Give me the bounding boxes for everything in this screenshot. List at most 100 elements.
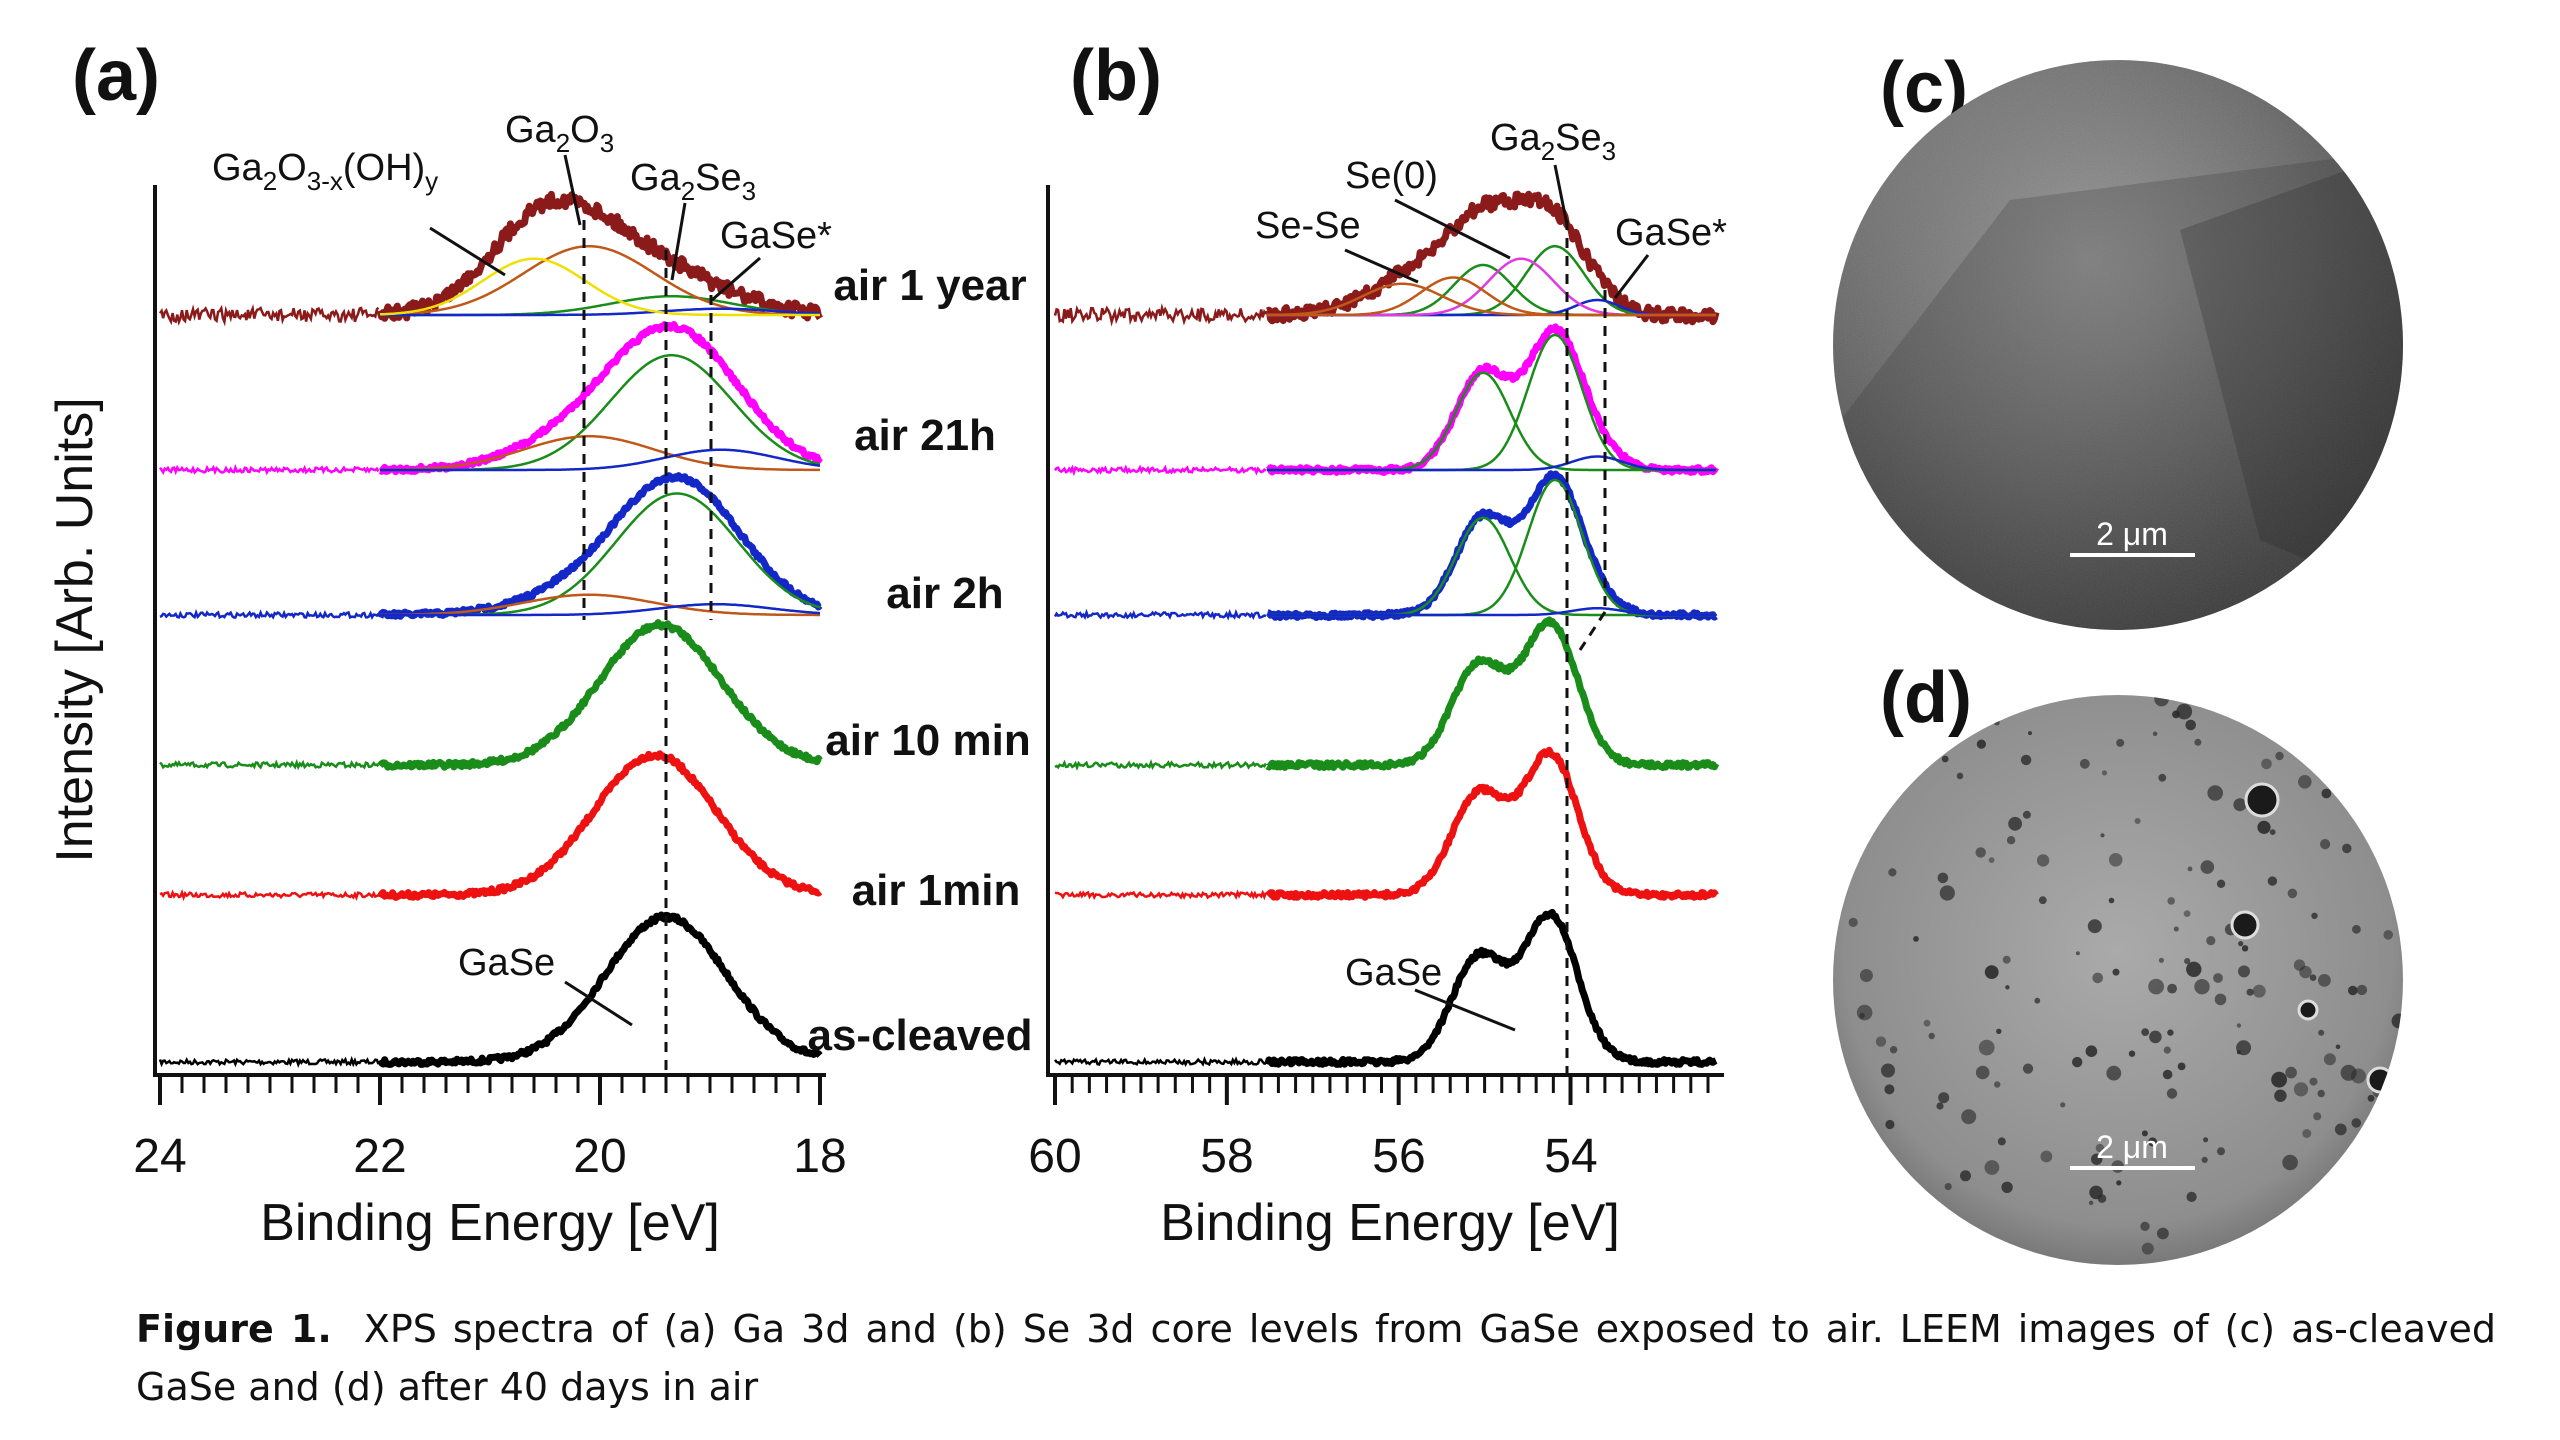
- leem-spot: [2302, 1129, 2312, 1138]
- leem-spot: [2060, 1102, 2066, 1108]
- leem-spot: [2285, 1066, 2297, 1079]
- fit-component: [380, 307, 821, 317]
- panel-b-annotations: Ga2Se3 Se(0) Se-Se GaSe* GaSe: [1255, 117, 1727, 1032]
- leem-spot: [2028, 731, 2032, 736]
- leem-spot: [2214, 993, 2227, 1006]
- trace-label-air-1-year: air 1 year: [833, 261, 1026, 310]
- leem-spot: [1978, 1039, 1995, 1056]
- annotation-leader: [1344, 248, 1419, 284]
- leem-spot: [2148, 978, 2165, 995]
- spectrum-fit-as-cleaved: [376, 911, 823, 1068]
- annotation-leader: [1414, 988, 1516, 1032]
- leem-spot: [2236, 1023, 2242, 1028]
- annotation-gase-b: GaSe: [1345, 952, 1442, 994]
- leem-spot: [2340, 1064, 2357, 1081]
- panel-a-spectra: [158, 190, 823, 1069]
- leem-spot: [2154, 695, 2169, 707]
- leem-spot: [2238, 965, 2250, 978]
- leem-spot: [2075, 951, 2080, 956]
- leem-spot: [2356, 984, 2368, 996]
- spectrum-raw-as-cleaved: [1054, 1056, 1266, 1067]
- leem-spot: [2097, 1194, 2107, 1203]
- leem-large-spot: [2297, 999, 2319, 1021]
- leem-spot: [2134, 818, 2141, 824]
- leem-spot: [2108, 853, 2123, 867]
- leem-spot: [2141, 1130, 2148, 1137]
- leem-spot: [1875, 1036, 1887, 1047]
- leem-spot: [2005, 985, 2010, 990]
- leem-spot: [2334, 1123, 2347, 1136]
- leem-spot: [1848, 917, 1858, 928]
- leem-spot: [2348, 985, 2358, 996]
- leem-spot: [1984, 1160, 2000, 1175]
- trace-label-air-2h: air 2h: [886, 569, 1003, 618]
- leem-spot: [2116, 738, 2125, 747]
- leem-spot: [2252, 984, 2266, 998]
- leem-spot: [1939, 885, 1955, 901]
- annotation-leader: [711, 256, 761, 302]
- spectrum-raw-air-2h: [1053, 608, 1267, 621]
- leem-spot: [2148, 1137, 2158, 1147]
- leem-spot: [1997, 1137, 2006, 1146]
- leem-spot: [2176, 703, 2193, 720]
- leem-spot: [1988, 857, 1995, 863]
- leem-spot: [1859, 969, 1873, 982]
- leem-spot: [2194, 738, 2202, 746]
- leem-spot: [2177, 1062, 2186, 1071]
- leem-spot: [2038, 896, 2047, 905]
- panel-b-x-axis-title: Binding Energy [eV]: [1160, 1194, 1620, 1252]
- leem-spot: [2022, 810, 2031, 819]
- leem-spot: [1984, 965, 1999, 979]
- annotation-leader: [563, 154, 582, 226]
- leem-spot: [2351, 1118, 2362, 1128]
- leem-spot: [2112, 968, 2120, 976]
- panel-d-letter: (d): [1880, 658, 1972, 738]
- leem-spot: [2185, 719, 2196, 731]
- leem-spot: [2172, 710, 2180, 719]
- leem-spot: [2167, 897, 2175, 905]
- leem-spot: [2298, 775, 2312, 789]
- leem-spot: [2079, 758, 2090, 769]
- leem-spot: [2022, 1063, 2034, 1074]
- leem-spot: [1881, 1063, 1895, 1078]
- leem-spot: [2167, 983, 2178, 994]
- leem-spot: [1941, 755, 1949, 763]
- leem-spot: [2323, 1053, 2336, 1066]
- leem-spot: [2261, 758, 2272, 770]
- panel-b-letter: (b): [1070, 36, 1162, 116]
- leem-spot: [2282, 1154, 2298, 1171]
- spectrum-fit-air-21h: [378, 321, 823, 476]
- leem-large-spot: [2230, 910, 2260, 940]
- spectrum-raw-as-cleaved: [158, 1055, 380, 1069]
- leem-spot: [2072, 1056, 2083, 1068]
- leem-spot: [2318, 1029, 2325, 1036]
- leem-large-spot: [2244, 782, 2280, 818]
- panel-b-axes: 60 58 56 54 Binding Energy [eV]: [1028, 185, 1724, 1252]
- x-tick-label: 18: [793, 1130, 846, 1183]
- annotation-leader: [670, 202, 687, 281]
- leem-spot: [2166, 1088, 2178, 1099]
- leem-spot: [2187, 866, 2193, 872]
- fit-component: [1266, 607, 1716, 617]
- leem-spot: [1938, 1092, 1950, 1104]
- leem-spot: [2158, 957, 2164, 963]
- spectrum-fit-air-21h: [1265, 323, 1719, 476]
- x-tick-label: 56: [1372, 1130, 1425, 1183]
- leem-spot: [2246, 988, 2254, 996]
- leem-spot: [2002, 955, 2011, 964]
- leem-spot: [2309, 1077, 2318, 1086]
- leem-spot: [2157, 1227, 2169, 1240]
- panel-a-letter: (a): [72, 36, 160, 116]
- fit-component: [1266, 478, 1716, 617]
- leem-spot: [2141, 1242, 2154, 1255]
- leem-spot: [2020, 754, 2032, 766]
- spectrum-fit-air-1min: [1265, 746, 1719, 901]
- leem-spot: [2293, 959, 2306, 971]
- leem-spot: [2269, 829, 2276, 835]
- annotation-leader: [1553, 164, 1569, 226]
- leem-spot: [2149, 1030, 2162, 1044]
- annotation-se0: Se(0): [1345, 155, 1438, 197]
- leem-spot: [2200, 860, 2215, 874]
- leem-spot: [1885, 1119, 1895, 1130]
- leem-spot: [2217, 1147, 2225, 1156]
